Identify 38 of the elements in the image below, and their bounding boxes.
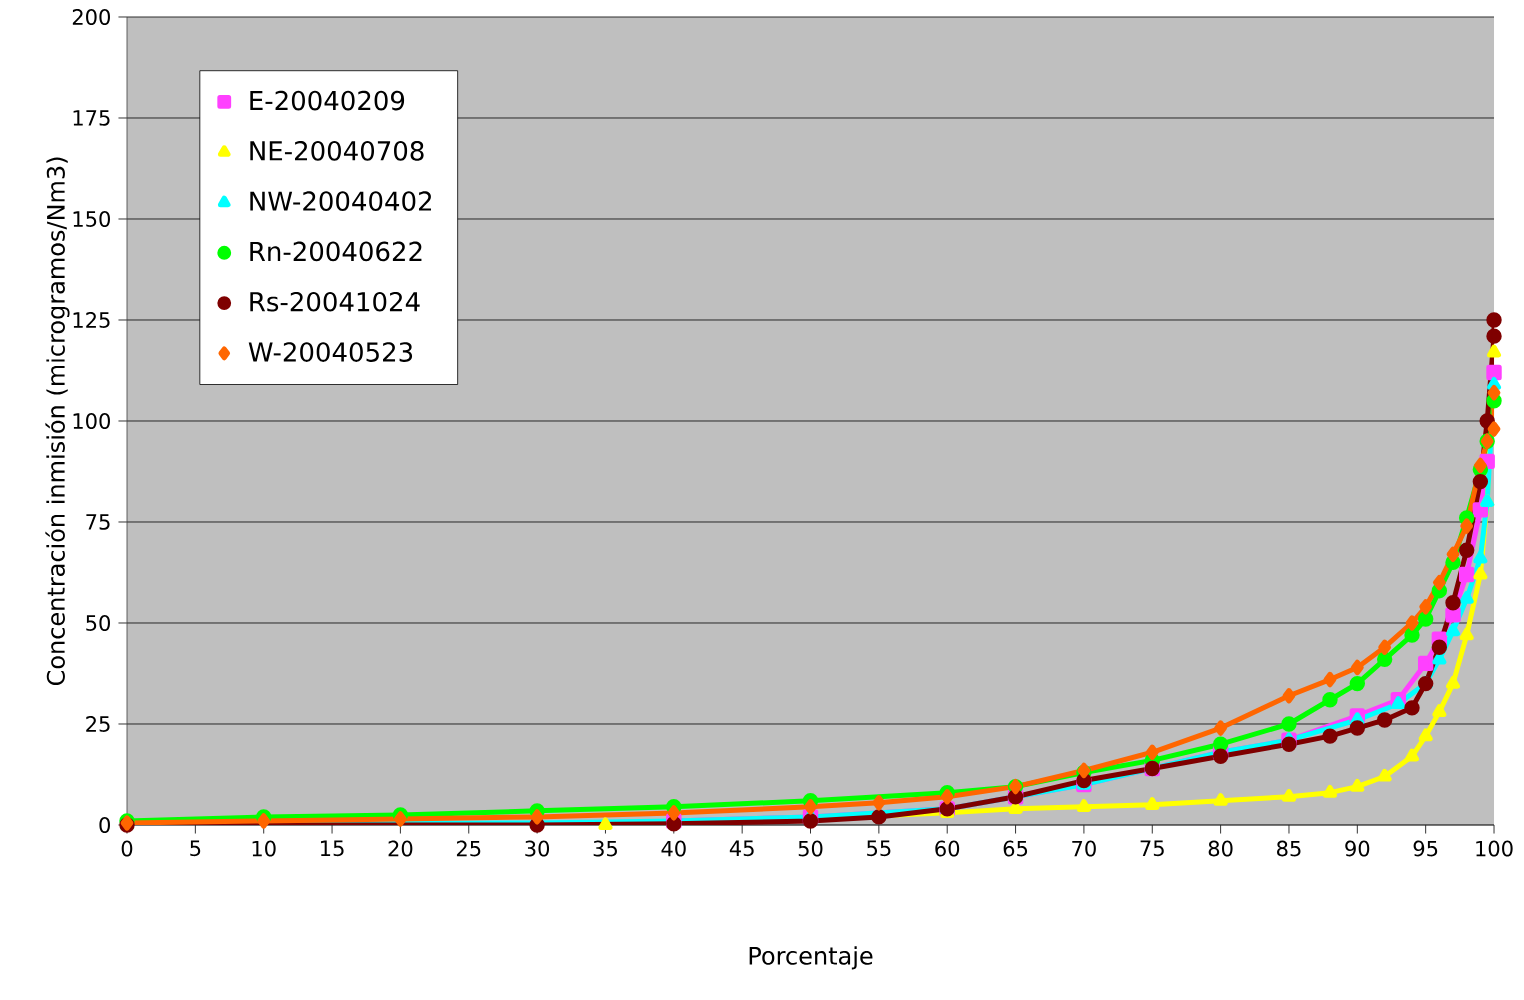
y-axis-title: Concentración inmisión (microgramos/Nm3) [45,157,70,686]
y-tick-label: 50 [86,615,110,631]
x-tick-label: 95 [1413,840,1438,857]
x-tick-label: 40 [661,840,686,857]
legend-label: E-20040209 [250,90,405,111]
x-tick-label: 70 [1072,840,1096,857]
x-tick-label: 25 [456,840,481,857]
x-tick-label: 35 [593,840,617,857]
x-tick-label: 60 [935,840,960,857]
y-tick-label: 75 [86,514,110,530]
y-tick-label: 0 [99,817,110,833]
y-tick-label: 125 [73,312,110,328]
x-tick-label: 5 [190,840,201,857]
x-tick-label: 55 [867,840,891,857]
x-tick-label: 15 [320,840,344,857]
x-tick-label: 85 [1277,840,1301,857]
legend-label: W-20040523 [248,342,413,362]
x-tick-label: 50 [798,840,823,857]
x-tick-label: 20 [388,840,413,857]
x-tick-label: 0 [121,840,133,857]
y-tick-label: 25 [86,716,110,732]
y-tick-label: 100 [73,413,110,429]
x-axis-title: Porcentaje [749,946,873,970]
legend-label: NE-20040708 [250,141,424,161]
x-tick-label: 10 [252,840,276,857]
y-tick-label: 200 [72,9,110,25]
legend-label: NW-20040402 [250,191,431,211]
x-tick-label: 45 [729,840,754,857]
x-tick-label: 75 [1140,840,1164,857]
x-tick-label: 30 [525,840,550,857]
x-tick-label: 100 [1476,840,1513,857]
legend-label: Rn-20040622 [250,241,422,262]
legend-label: Rs-20041024 [250,291,420,312]
x-tick-label: 90 [1345,840,1370,857]
y-tick-label: 150 [73,211,110,227]
y-tick-label: 175 [73,110,110,126]
x-tick-label: 80 [1208,840,1233,857]
x-tick-label: 65 [1003,840,1028,857]
